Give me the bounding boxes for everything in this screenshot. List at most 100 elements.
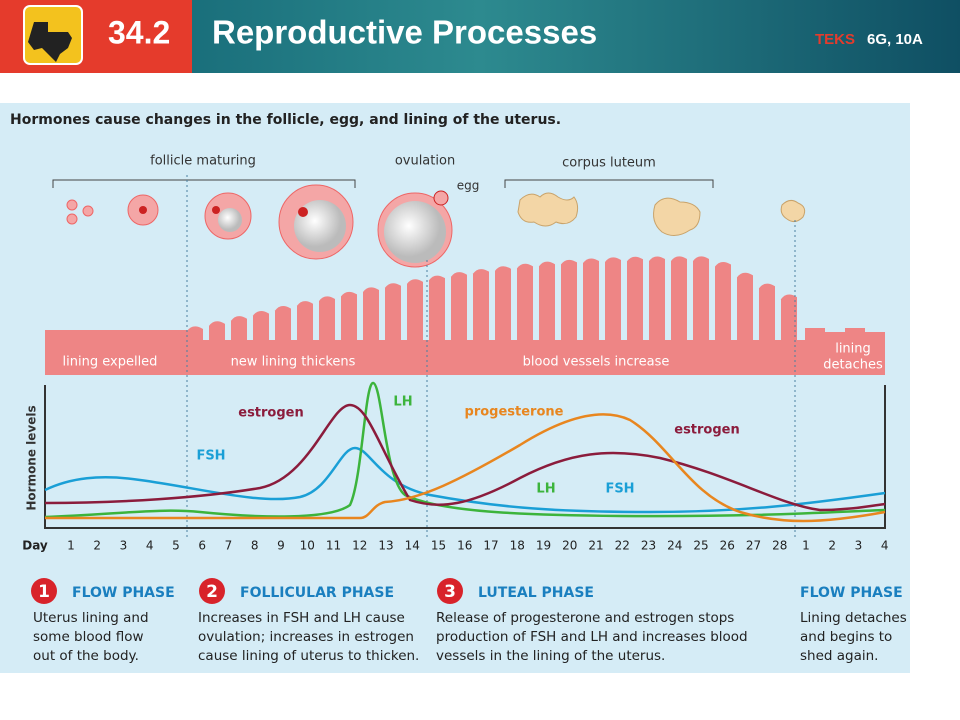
lining-fold [649, 256, 665, 345]
day-label: 27 [746, 539, 761, 553]
day-label: 1 [67, 539, 75, 553]
day-label: 11 [326, 539, 341, 553]
day-label: 26 [720, 539, 735, 553]
day-label: 9 [277, 539, 285, 553]
lining-fold [561, 259, 577, 345]
follicle [82, 205, 94, 217]
follicle-cavity [218, 208, 242, 232]
lining-fold [187, 326, 203, 345]
lining-label: lining [835, 342, 871, 357]
stage-label: egg [457, 179, 480, 193]
day-ticks: 1 2 3 4 5 6 7 8 9 10 11 12 13 14 15 16 17 18 19 20 21 22 23 24 2… [67, 539, 888, 553]
texas-shape [28, 22, 72, 62]
lining-fold [517, 263, 533, 345]
released-egg [433, 190, 449, 206]
phases: 1 FLOW PHASE Uterus lining and some blood f… [31, 578, 907, 664]
follicle-egg [139, 206, 147, 214]
day-label: 14 [405, 539, 420, 553]
curve-label: estrogen [238, 406, 304, 421]
heading-part: egg, and lining of the uterus. [325, 112, 561, 128]
lining-fold [407, 279, 423, 345]
phase-title: FOLLICULAR PHASE [240, 585, 394, 601]
lining-fold [209, 321, 225, 345]
phase-text: Release of progesterone and estrogen sto… [436, 610, 734, 626]
lining-fold [539, 261, 555, 345]
day-label: 25 [693, 539, 708, 553]
lining-fold [473, 269, 489, 345]
heading-highlight: follicle, [267, 112, 325, 128]
stage-label: ovulation [395, 154, 455, 169]
lining-fold [319, 296, 335, 345]
phase-title: FLOW PHASE [800, 585, 903, 601]
uterus-lining [45, 256, 885, 375]
day-label: 20 [562, 539, 577, 553]
lining-fold [781, 294, 797, 345]
day-label: 28 [772, 539, 787, 553]
curve-label: LH [536, 482, 555, 497]
lining-fold [231, 316, 247, 345]
follicle [66, 213, 78, 225]
phase-text: ovulation; increases in estrogen [198, 629, 414, 645]
day-label: 24 [667, 539, 682, 553]
day-axis-label: Day [22, 539, 48, 553]
phase-number: 2 [206, 582, 218, 602]
phase-number: 1 [38, 582, 50, 602]
phase-number-badge [199, 578, 225, 604]
phase-text: some blood flow [33, 629, 144, 645]
phase-text: Increases in FSH and LH cause [198, 610, 405, 626]
corpus-luteum [780, 199, 806, 223]
lining-fold [737, 272, 753, 345]
day-label: 1 [802, 539, 810, 553]
curve-label: progesterone [465, 405, 564, 420]
heading-part: Hormones cause changes in the [10, 112, 267, 128]
lining-base [45, 340, 885, 375]
phase-text: shed again. [800, 648, 878, 664]
day-label: 2 [828, 539, 836, 553]
estrogen-curve [44, 403, 886, 512]
lining-label: detaches [823, 358, 883, 373]
curve-label: LH [393, 395, 412, 410]
phase-text: production of FSH and LH and increases b… [436, 629, 748, 645]
y-axis-label: Hormone levels [25, 405, 39, 510]
progesterone-curve [45, 413, 886, 523]
lining-fold [627, 256, 643, 345]
lining-fold [341, 291, 357, 345]
lining-fold [275, 306, 291, 345]
phase-text: and begins to [800, 629, 892, 645]
day-label: 3 [855, 539, 863, 553]
lining-fold [671, 256, 687, 345]
phase-text: Uterus lining and [33, 610, 149, 626]
lining-fold [759, 283, 775, 345]
phase-title: LUTEAL PHASE [478, 585, 594, 601]
figure-heading: Hormones cause changes in the follicle, … [10, 112, 561, 128]
day-label: 3 [120, 539, 128, 553]
day-label: 12 [352, 539, 367, 553]
day-label: 6 [198, 539, 206, 553]
lining-label: blood vessels increase [523, 355, 670, 370]
lining-fold [583, 258, 599, 345]
day-label: 13 [378, 539, 393, 553]
day-label: 4 [881, 539, 889, 553]
lining-label: lining expelled [63, 355, 158, 370]
stage-bracket [52, 179, 714, 188]
lining-fold [693, 256, 709, 345]
day-label: 17 [483, 539, 498, 553]
day-label: 21 [588, 539, 603, 553]
lh-curve [44, 381, 886, 519]
phase-text: cause lining of uterus to thicken. [198, 648, 419, 664]
curve-label: estrogen [674, 423, 740, 438]
lining-fold [451, 272, 467, 345]
follicle [66, 199, 78, 211]
lining-fold [805, 328, 885, 345]
lining-fold [297, 301, 313, 345]
slide-title: Reproductive Processes [212, 14, 597, 51]
phase-number-badge [31, 578, 57, 604]
lining-fold [385, 283, 401, 345]
lining-fold [715, 261, 731, 345]
day-label: 4 [146, 539, 154, 553]
lining-fold [253, 311, 269, 345]
day-label: 23 [641, 539, 656, 553]
fsh-curve [44, 446, 886, 514]
day-label: 2 [93, 539, 101, 553]
day-label: 8 [251, 539, 259, 553]
